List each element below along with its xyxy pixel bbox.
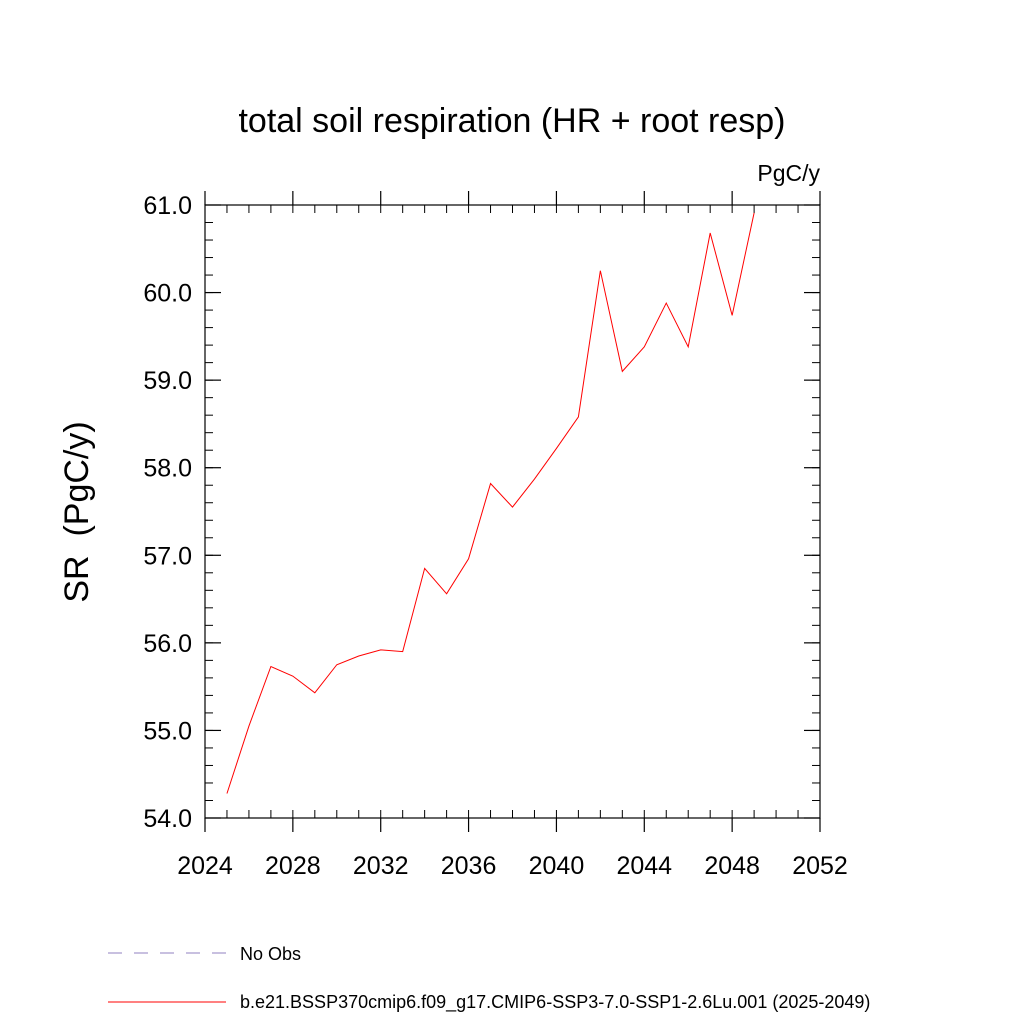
x-tick-label: 2036 xyxy=(441,852,497,880)
y-tick-label: 58.0 xyxy=(143,455,192,483)
x-tick-label: 2028 xyxy=(265,852,321,880)
y-tick-label: 55.0 xyxy=(143,717,192,745)
y-axis-label: SR (PgC/y) xyxy=(58,421,96,602)
y-tick-label: 57.0 xyxy=(143,542,192,570)
x-tick-label: 2024 xyxy=(177,852,233,880)
x-tick-label: 2048 xyxy=(704,852,760,880)
legend-label-model: b.e21.BSSP370cmip6.f09_g17.CMIP6-SSP3-7.… xyxy=(240,992,870,1013)
legend-label-no-obs: No Obs xyxy=(240,944,301,964)
y-tick-label: 60.0 xyxy=(143,280,192,308)
legend: No Obs b.e21.BSSP370cmip6.f09_g17.CMIP6-… xyxy=(108,944,870,1013)
y-tick-label: 56.0 xyxy=(143,630,192,658)
chart-title: total soil respiration (HR + root resp) xyxy=(238,102,785,140)
x-major-ticks: 2024 2028 2032 2036 2040 2044 2048 2052 xyxy=(177,191,848,880)
y-major-ticks: 54.0 55.0 56.0 57.0 58.0 59.0 60.0 61.0 xyxy=(143,192,820,833)
x-tick-label: 2032 xyxy=(353,852,409,880)
y-tick-label: 54.0 xyxy=(143,805,192,833)
x-tick-label: 2044 xyxy=(616,852,672,880)
x-tick-label: 2040 xyxy=(529,852,585,880)
y-tick-label: 59.0 xyxy=(143,367,192,395)
units-label: PgC/y xyxy=(757,160,820,186)
series-line-0 xyxy=(226,212,755,794)
series-layer xyxy=(226,212,755,794)
x-tick-label: 2052 xyxy=(792,852,848,880)
x-minor-ticks xyxy=(204,205,821,818)
y-tick-label: 61.0 xyxy=(143,192,192,220)
